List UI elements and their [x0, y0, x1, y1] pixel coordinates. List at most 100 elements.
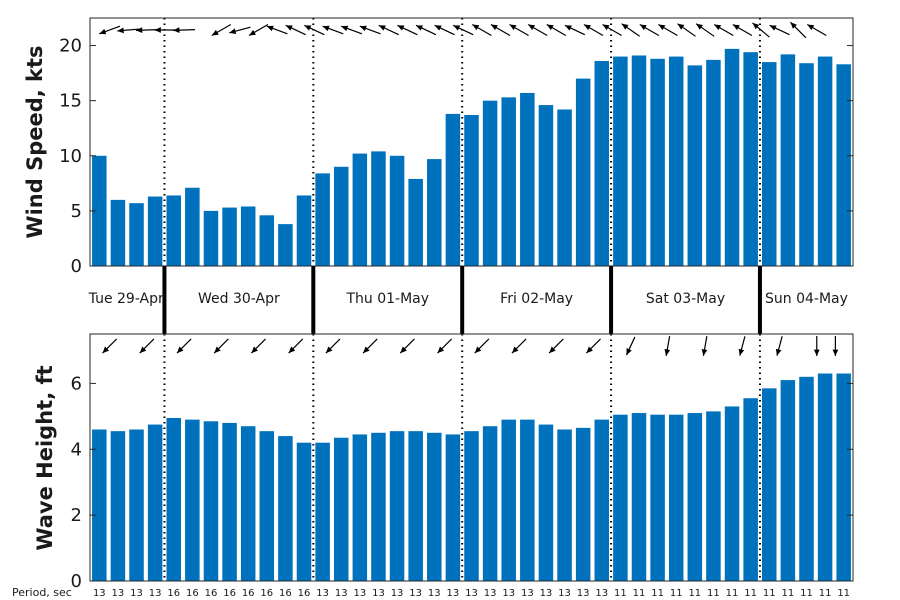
wind-arrow-head	[135, 27, 143, 34]
wave-direction-arrow	[511, 338, 527, 354]
period-value: 11	[614, 588, 627, 599]
wave-direction-arrow	[250, 338, 266, 354]
wind-direction-arrow	[304, 24, 325, 36]
wind-arrow-head	[248, 29, 256, 36]
wind-direction-arrow	[621, 23, 641, 37]
wind-direction-arrow	[546, 23, 567, 37]
period-value: 13	[391, 588, 404, 599]
period-value: 13	[540, 588, 553, 599]
wave-bar	[259, 431, 275, 581]
day-label-tue: Tue 29-Apr	[88, 291, 164, 307]
wind-direction-arrow	[527, 23, 548, 37]
wind-arrow-head	[99, 28, 107, 35]
period-value: 11	[744, 588, 757, 599]
wind-bar	[110, 199, 126, 266]
wind-direction-arrow	[752, 22, 770, 38]
wave-arrow-head	[437, 346, 445, 354]
wind-direction-arrow	[117, 27, 140, 34]
wave-bar	[817, 373, 833, 581]
period-value: 11	[651, 588, 664, 599]
period-value: 11	[726, 588, 739, 599]
period-value: 13	[577, 588, 590, 599]
wave-arrow-head	[400, 346, 407, 354]
wave-bar	[557, 429, 572, 581]
wind-bar	[371, 151, 386, 266]
wave-bar	[352, 434, 368, 581]
wind-direction-arrow	[378, 24, 399, 36]
wave-panel: 0 2 4 6 Wave Height, ft Period, sec 13 13 13 1…	[12, 333, 854, 599]
wind-direction-arrow	[789, 21, 807, 39]
wind-arrow-head	[639, 24, 647, 31]
wave-axes-frame	[89, 333, 854, 582]
period-value: 16	[223, 588, 236, 599]
wind-direction-arrow	[509, 23, 529, 37]
wave-arrow-head	[139, 346, 147, 354]
wind-direction-arrow	[154, 27, 177, 33]
period-value: 11	[670, 588, 683, 599]
wind-ytick-label: 0	[71, 256, 82, 277]
wave-direction-arrow	[585, 338, 601, 354]
period-row-title: Period, sec	[12, 586, 72, 599]
wave-direction-arrow	[474, 338, 490, 354]
wave-bar	[501, 419, 516, 581]
wind-arrow-head	[359, 25, 367, 32]
period-value: 16	[167, 588, 180, 599]
wave-bar	[166, 417, 182, 581]
wave-bar	[482, 426, 498, 581]
wind-bar	[687, 65, 703, 266]
wind-direction-arrow	[211, 23, 232, 37]
wave-bar	[333, 437, 349, 581]
wave-ytick-label: 4	[71, 439, 82, 460]
period-value: 13	[353, 588, 366, 599]
wind-bar	[222, 207, 237, 266]
wind-direction-arrow	[677, 23, 696, 37]
wave-direction-arrow	[701, 336, 708, 356]
wind-y-axis-label: Wind Speed, kts	[23, 45, 47, 238]
wind-axes-frame	[89, 17, 854, 267]
wind-arrow-head	[714, 24, 722, 31]
wave-bar	[464, 431, 479, 581]
wind-direction-arrow	[732, 23, 753, 37]
period-value: 13	[112, 588, 125, 599]
wave-direction-arrow	[775, 336, 783, 356]
wave-bar	[203, 421, 219, 581]
wind-bar	[613, 56, 628, 267]
wind-arrow-head	[434, 25, 442, 31]
wave-direction-arrow	[399, 338, 415, 354]
wave-arrow-head	[363, 346, 370, 354]
wind-bar	[203, 210, 219, 266]
wind-bar	[147, 196, 163, 266]
wind-arrow-head	[752, 22, 760, 30]
period-value: 11	[819, 588, 832, 599]
wave-arrow-head	[549, 346, 556, 354]
wind-arrow-head	[509, 24, 517, 31]
wave-direction-arrow	[664, 336, 671, 356]
wind-bar	[296, 195, 312, 266]
wave-bar	[631, 413, 647, 581]
wind-arrow-head	[583, 24, 591, 31]
wind-bar	[799, 63, 814, 266]
wind-direction-arrow	[658, 23, 678, 37]
period-value: 13	[372, 588, 385, 599]
wind-ytick-label: 15	[59, 91, 82, 112]
wave-arrow-head	[251, 346, 258, 354]
wave-arrow-head	[738, 348, 745, 356]
wind-arrow-head	[621, 23, 629, 30]
wave-bar	[129, 429, 144, 581]
wind-direction-arrow	[322, 25, 344, 35]
period-value: 11	[837, 588, 850, 599]
wind-bar	[259, 215, 275, 266]
wind-arrow-head	[341, 25, 349, 32]
wave-direction-arrow	[102, 338, 118, 354]
wind-direction-arrow	[452, 24, 474, 36]
wind-bar	[557, 109, 572, 267]
wind-direction-arrow	[285, 24, 306, 36]
wind-bar	[482, 100, 498, 267]
wave-direction-arrow	[625, 336, 636, 356]
wind-arrow-head	[677, 23, 685, 30]
wave-bar	[315, 442, 330, 581]
wind-bar	[631, 55, 647, 266]
wave-bar	[147, 424, 163, 581]
wave-direction-arrow	[437, 338, 453, 354]
wave-direction-arrow	[176, 338, 192, 354]
